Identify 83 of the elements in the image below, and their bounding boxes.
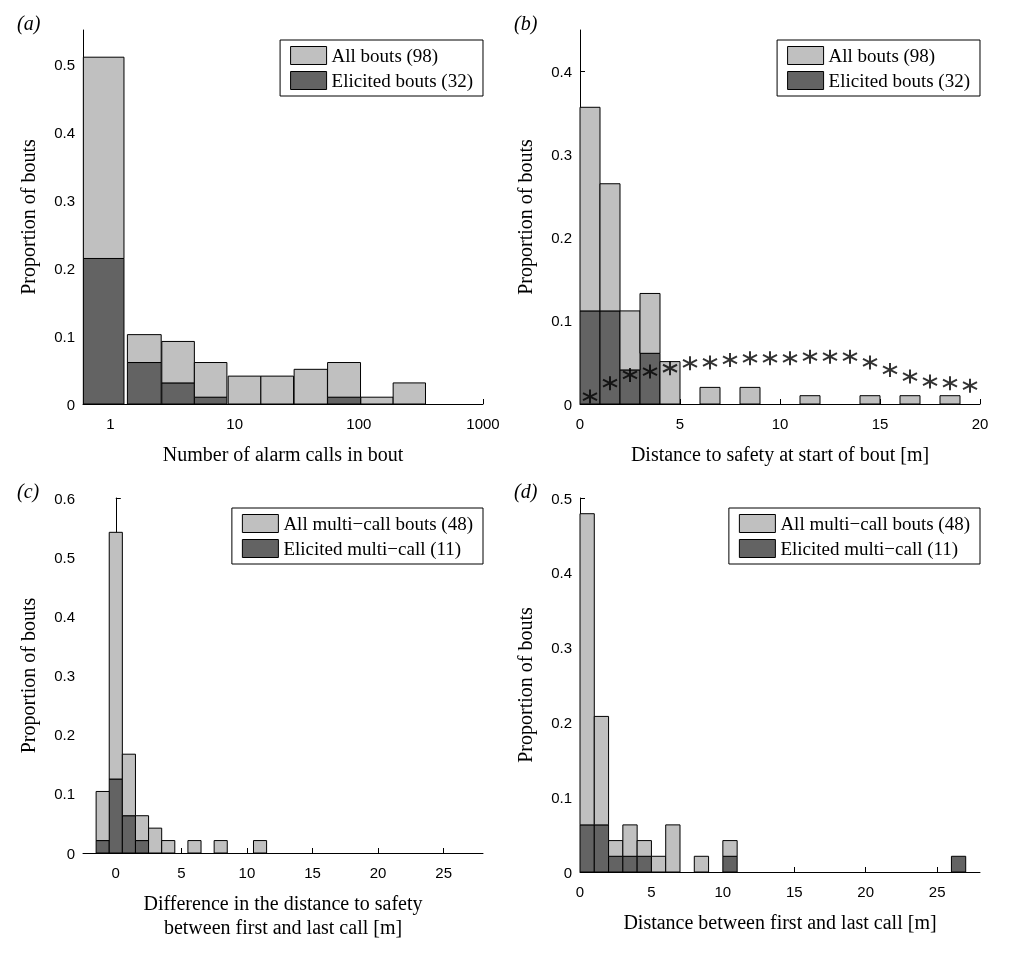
x-axis-title: Distance to safety at start of bout [m]: [630, 443, 930, 466]
legend-label: Elicited multi−call (11): [283, 538, 462, 560]
y-tick-label: 0: [66, 395, 75, 413]
point: [922, 373, 938, 390]
x-tick-label: 10: [226, 415, 244, 432]
point: [602, 375, 618, 392]
x-tick-label: 10: [238, 864, 256, 881]
x-tick-label: 5: [675, 415, 685, 432]
x-tick-label: 25: [928, 883, 946, 900]
y-tick-label: 0.3: [551, 146, 572, 164]
x-tick-label: 0: [111, 864, 120, 881]
y-tick-label: 0.5: [551, 489, 572, 507]
y-tick-label: 0.5: [54, 548, 75, 566]
y-tick-label: 0.4: [551, 564, 572, 582]
legend-label: Elicited bouts (32): [828, 70, 971, 92]
y-tick-label: 0: [66, 844, 75, 862]
point: [782, 350, 798, 367]
point: [802, 348, 818, 365]
y-axis-title: Proportion of bouts: [17, 597, 40, 754]
x-tick-label: 20: [971, 415, 989, 432]
point: [722, 351, 738, 368]
x-tick-label: 20: [369, 864, 387, 881]
x-tick-label: 0: [575, 883, 585, 900]
y-tick-label: 0.1: [551, 788, 572, 806]
x-axis-title: Difference in the distance to safety between first and last call [m]: [143, 892, 423, 938]
x-tick-label: 0: [575, 415, 585, 432]
x-tick-label: 1000: [466, 415, 500, 432]
y-tick-label: 0.5: [54, 55, 75, 73]
y-tick-label: 0.6: [54, 489, 75, 507]
point: [762, 350, 778, 367]
y-tick-label: 0.1: [54, 785, 75, 803]
x-tick-label: 25: [435, 864, 452, 881]
y-tick-label: 0: [563, 395, 572, 413]
legend-label: Elicited multi−call (11): [780, 538, 959, 560]
y-tick-label: 0.1: [551, 312, 572, 330]
y-tick-label: 0.3: [54, 667, 75, 684]
x-tick-label: 5: [177, 864, 186, 881]
y-tick-label: 0.2: [54, 726, 75, 744]
chart-title: (a): [17, 12, 41, 35]
y-tick-label: 0.4: [551, 63, 572, 81]
x-tick-label: 10: [771, 415, 789, 432]
point: [582, 388, 598, 405]
point: [882, 361, 898, 378]
x-tick-label: 1: [106, 415, 115, 432]
y-tick-label: 0.2: [54, 259, 75, 277]
point: [942, 375, 958, 392]
y-tick-label: 0.3: [551, 639, 572, 657]
x-tick-label: 10: [714, 883, 732, 900]
chart-title: (c): [17, 480, 40, 503]
x-axis-title: Number of alarm calls in bout: [162, 443, 404, 465]
x-axis-title: Distance between first and last call [m]: [623, 911, 937, 933]
y-axis-title: Proportion of bouts: [17, 139, 40, 295]
x-tick-label: 100: [346, 415, 372, 432]
x-tick-label: 15: [785, 883, 803, 900]
legend-label: All multi−call bouts (48): [780, 513, 971, 535]
point: [682, 355, 698, 372]
y-tick-label: 0.2: [551, 229, 572, 247]
y-tick-label: 0.1: [54, 327, 75, 345]
y-axis-title: Proportion of bouts: [514, 607, 537, 763]
chart-title: (b): [514, 12, 538, 35]
x-tick-label: 15: [871, 415, 889, 432]
legend-label: All multi−call bouts (48): [283, 513, 474, 535]
x-tick-label: 20: [857, 883, 875, 900]
point: [702, 354, 718, 371]
y-tick-label: 0.4: [54, 607, 75, 625]
legend-label: All bouts (98): [331, 45, 439, 67]
point: [742, 350, 758, 367]
point: [822, 348, 838, 365]
legend-label: Elicited bouts (32): [331, 70, 474, 92]
y-tick-label: 0.4: [54, 123, 75, 141]
point: [862, 354, 878, 371]
y-axis-title: Proportion of bouts: [514, 139, 537, 295]
point: [662, 360, 678, 377]
y-tick-label: 0.3: [54, 191, 75, 209]
chart-title: (d): [514, 480, 538, 503]
point: [622, 366, 638, 383]
point: [842, 348, 858, 365]
x-tick-label: 5: [647, 883, 656, 900]
legend-label: All bouts (98): [828, 45, 936, 67]
point: [902, 368, 918, 385]
x-tick-label: 15: [304, 864, 321, 881]
point: [962, 377, 978, 394]
y-tick-label: 0.2: [551, 713, 572, 731]
